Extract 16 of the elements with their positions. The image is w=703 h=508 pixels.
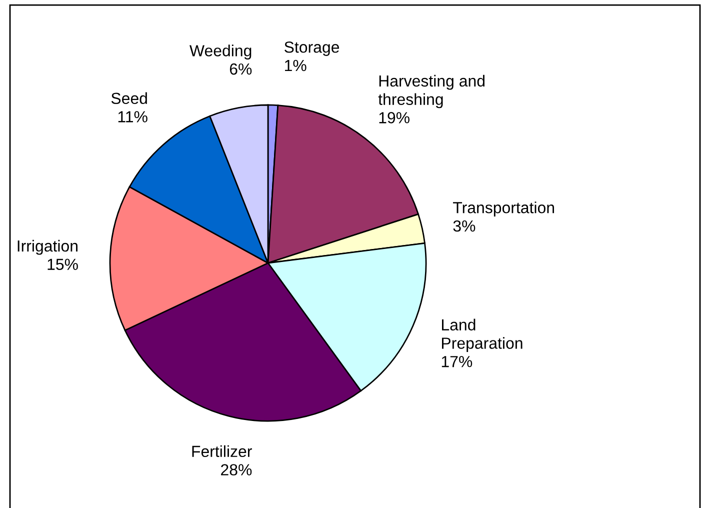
data-label: 11% [118, 111, 148, 122]
data-label: 1% [285, 60, 306, 72]
slice-label: Irrigation [18, 240, 78, 255]
data-label: 15% [48, 258, 78, 270]
data-label: 3% [453, 220, 476, 232]
data-label: 28% [221, 464, 252, 476]
data-label: 17% [442, 356, 472, 368]
slice-label: Land Preparation [442, 318, 522, 352]
data-label: 6% [230, 63, 252, 75]
slice-label: Fertilizer [192, 445, 252, 458]
slice-label: Transportation [453, 202, 554, 216]
slice-label: Storage [284, 42, 340, 56]
slice-label: Seed [111, 92, 147, 104]
data-label: 19% [379, 112, 410, 124]
slice-label: Weeding [190, 44, 252, 60]
slice-label: Harvesting and threshing [378, 74, 484, 108]
